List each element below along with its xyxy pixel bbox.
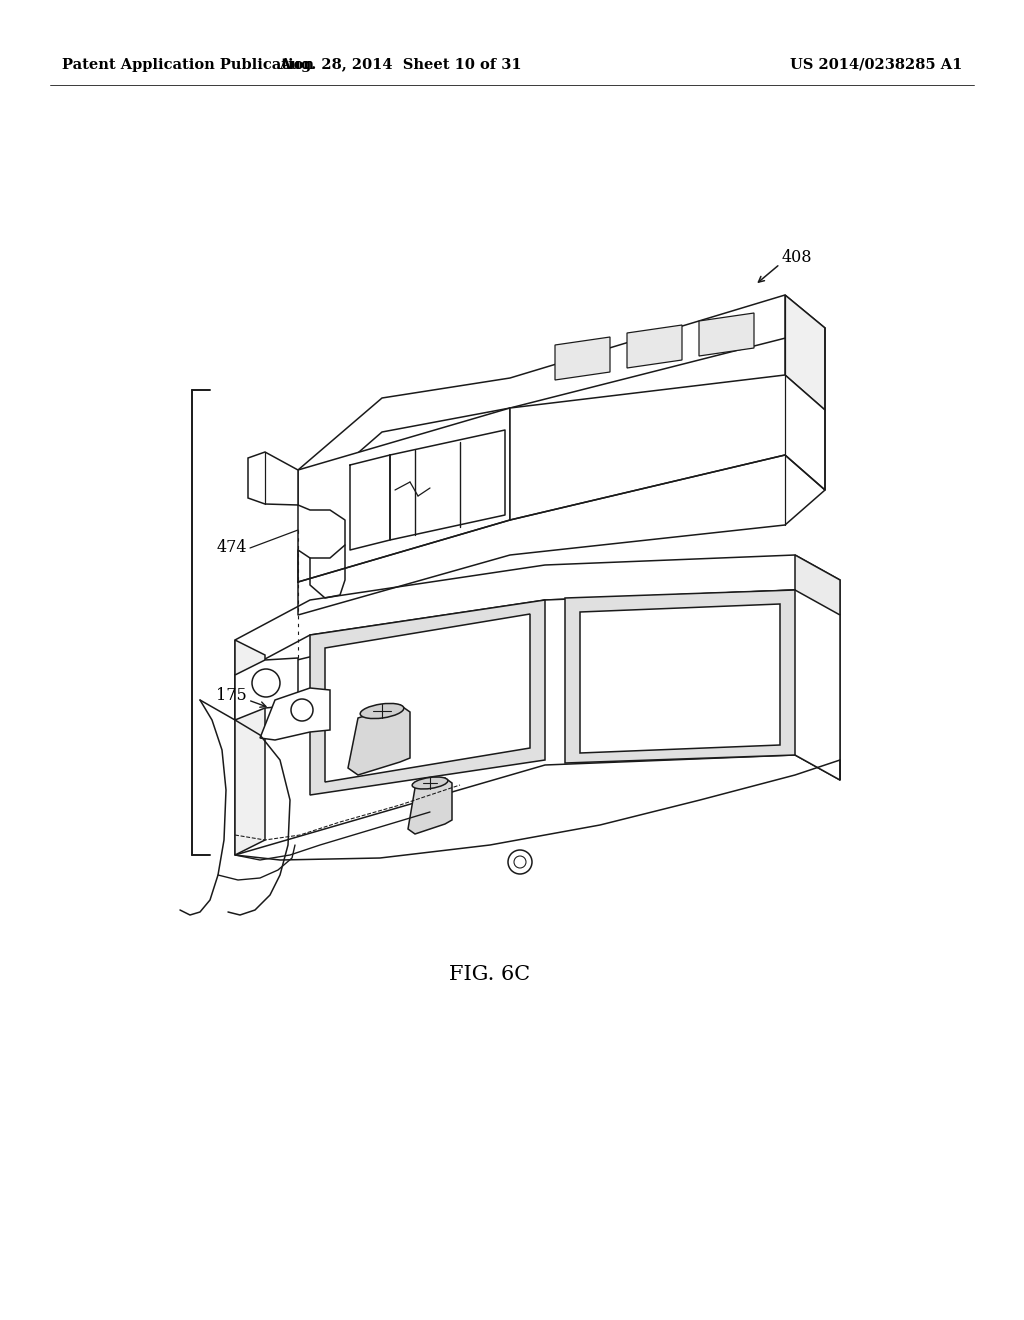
Text: 408: 408 xyxy=(782,249,812,267)
Polygon shape xyxy=(234,554,840,675)
Polygon shape xyxy=(510,375,825,520)
Polygon shape xyxy=(234,657,298,719)
Polygon shape xyxy=(325,614,530,781)
Polygon shape xyxy=(298,294,825,506)
Text: US 2014/0238285 A1: US 2014/0238285 A1 xyxy=(790,58,963,73)
Polygon shape xyxy=(785,294,825,411)
Polygon shape xyxy=(795,554,840,780)
Polygon shape xyxy=(348,705,410,775)
Polygon shape xyxy=(699,313,754,356)
Polygon shape xyxy=(580,605,780,752)
Text: 175: 175 xyxy=(216,686,247,704)
Polygon shape xyxy=(310,601,545,795)
Polygon shape xyxy=(248,451,298,506)
Ellipse shape xyxy=(412,777,447,789)
Polygon shape xyxy=(298,408,510,582)
Ellipse shape xyxy=(360,704,403,718)
Polygon shape xyxy=(555,337,610,380)
Polygon shape xyxy=(408,777,452,834)
Polygon shape xyxy=(260,688,330,741)
Text: FIG. 6C: FIG. 6C xyxy=(450,965,530,985)
Text: Aug. 28, 2014  Sheet 10 of 31: Aug. 28, 2014 Sheet 10 of 31 xyxy=(279,58,521,73)
Polygon shape xyxy=(234,590,840,855)
Text: Patent Application Publication: Patent Application Publication xyxy=(62,58,314,73)
Text: 474: 474 xyxy=(216,540,247,557)
Polygon shape xyxy=(627,325,682,368)
Polygon shape xyxy=(234,640,265,855)
Polygon shape xyxy=(565,590,795,763)
